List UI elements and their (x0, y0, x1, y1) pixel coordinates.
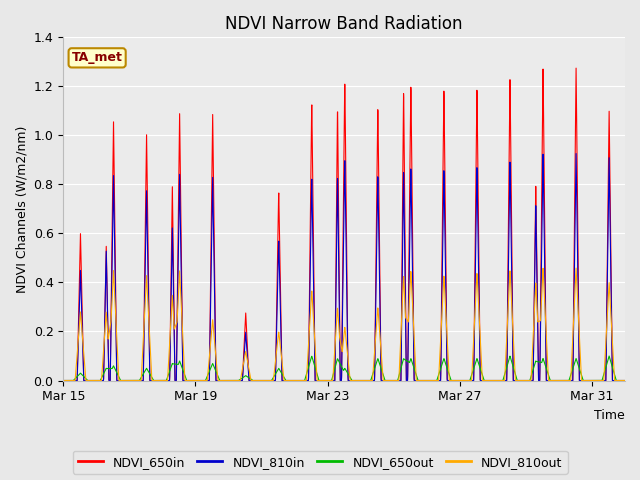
Legend: NDVI_650in, NDVI_810in, NDVI_650out, NDVI_810out: NDVI_650in, NDVI_810in, NDVI_650out, NDV… (72, 451, 568, 474)
Text: TA_met: TA_met (72, 51, 123, 64)
Title: NDVI Narrow Band Radiation: NDVI Narrow Band Radiation (225, 15, 463, 33)
Y-axis label: NDVI Channels (W/m2/nm): NDVI Channels (W/m2/nm) (15, 125, 28, 293)
X-axis label: Time: Time (595, 409, 625, 422)
